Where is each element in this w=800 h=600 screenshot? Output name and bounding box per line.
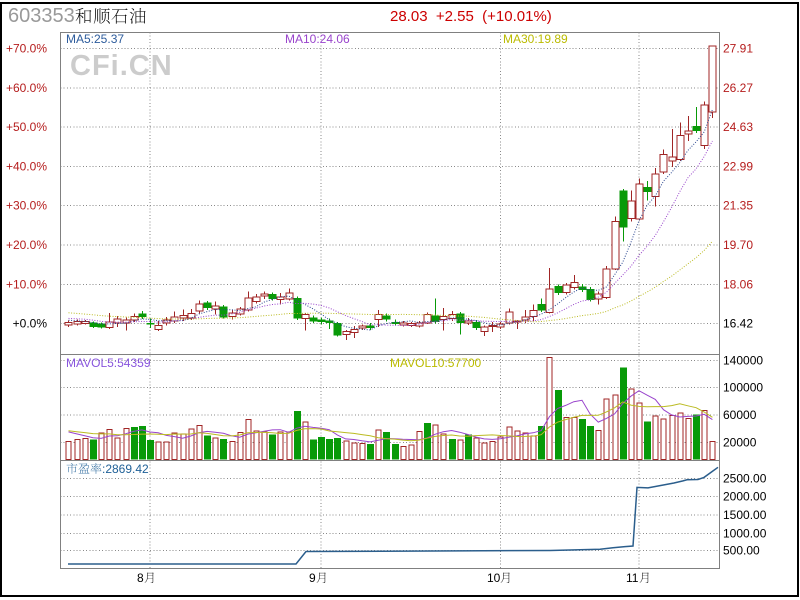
svg-text:1500.00: 1500.00 (723, 508, 767, 522)
svg-text:603353: 603353 (8, 5, 75, 27)
svg-text:100000: 100000 (723, 381, 763, 395)
svg-text:+50.0%: +50.0% (6, 120, 47, 134)
svg-text:10: 10 (487, 571, 501, 585)
svg-text:28.03 +2.55 (+10.01%): 28.03 +2.55 (+10.01%) (390, 8, 552, 25)
svg-text:MA10:24.06: MA10:24.06 (285, 32, 350, 46)
svg-text:26.27: 26.27 (723, 81, 753, 95)
svg-text:MA5:25.37: MA5:25.37 (66, 32, 124, 46)
svg-text:1000.00: 1000.00 (723, 526, 767, 540)
svg-text:+30.0%: +30.0% (6, 199, 47, 213)
svg-text:18.06: 18.06 (723, 277, 753, 291)
svg-text:500.00: 500.00 (723, 543, 760, 557)
svg-text:+40.0%: +40.0% (6, 159, 47, 173)
svg-text:22.99: 22.99 (723, 159, 753, 173)
svg-text:+60.0%: +60.0% (6, 81, 47, 95)
svg-text:20000: 20000 (723, 435, 757, 449)
svg-text:2500.00: 2500.00 (723, 472, 767, 486)
svg-text:CFi.CN: CFi.CN (70, 50, 173, 82)
svg-text:19.70: 19.70 (723, 238, 753, 252)
svg-text:+0.0%: +0.0% (13, 317, 48, 331)
svg-text::2869.42: :2869.42 (102, 462, 149, 476)
svg-text:MA30:19.89: MA30:19.89 (503, 32, 568, 46)
svg-text:21.35: 21.35 (723, 199, 753, 213)
svg-text:24.63: 24.63 (723, 120, 753, 134)
svg-text:16.42: 16.42 (723, 317, 753, 331)
svg-text:+10.0%: +10.0% (6, 277, 47, 291)
svg-text:MAVOL10:57700: MAVOL10:57700 (390, 356, 481, 370)
svg-text:+70.0%: +70.0% (6, 42, 47, 56)
svg-text:140000: 140000 (723, 354, 763, 368)
svg-text:27.91: 27.91 (723, 42, 753, 56)
svg-text:MAVOL5:54359: MAVOL5:54359 (66, 356, 151, 370)
svg-text:60000: 60000 (723, 408, 757, 422)
svg-text:+20.0%: +20.0% (6, 238, 47, 252)
svg-text:8: 8 (137, 571, 144, 585)
svg-text:9: 9 (309, 571, 316, 585)
svg-text:11: 11 (626, 571, 639, 585)
svg-text:2000.00: 2000.00 (723, 490, 767, 504)
